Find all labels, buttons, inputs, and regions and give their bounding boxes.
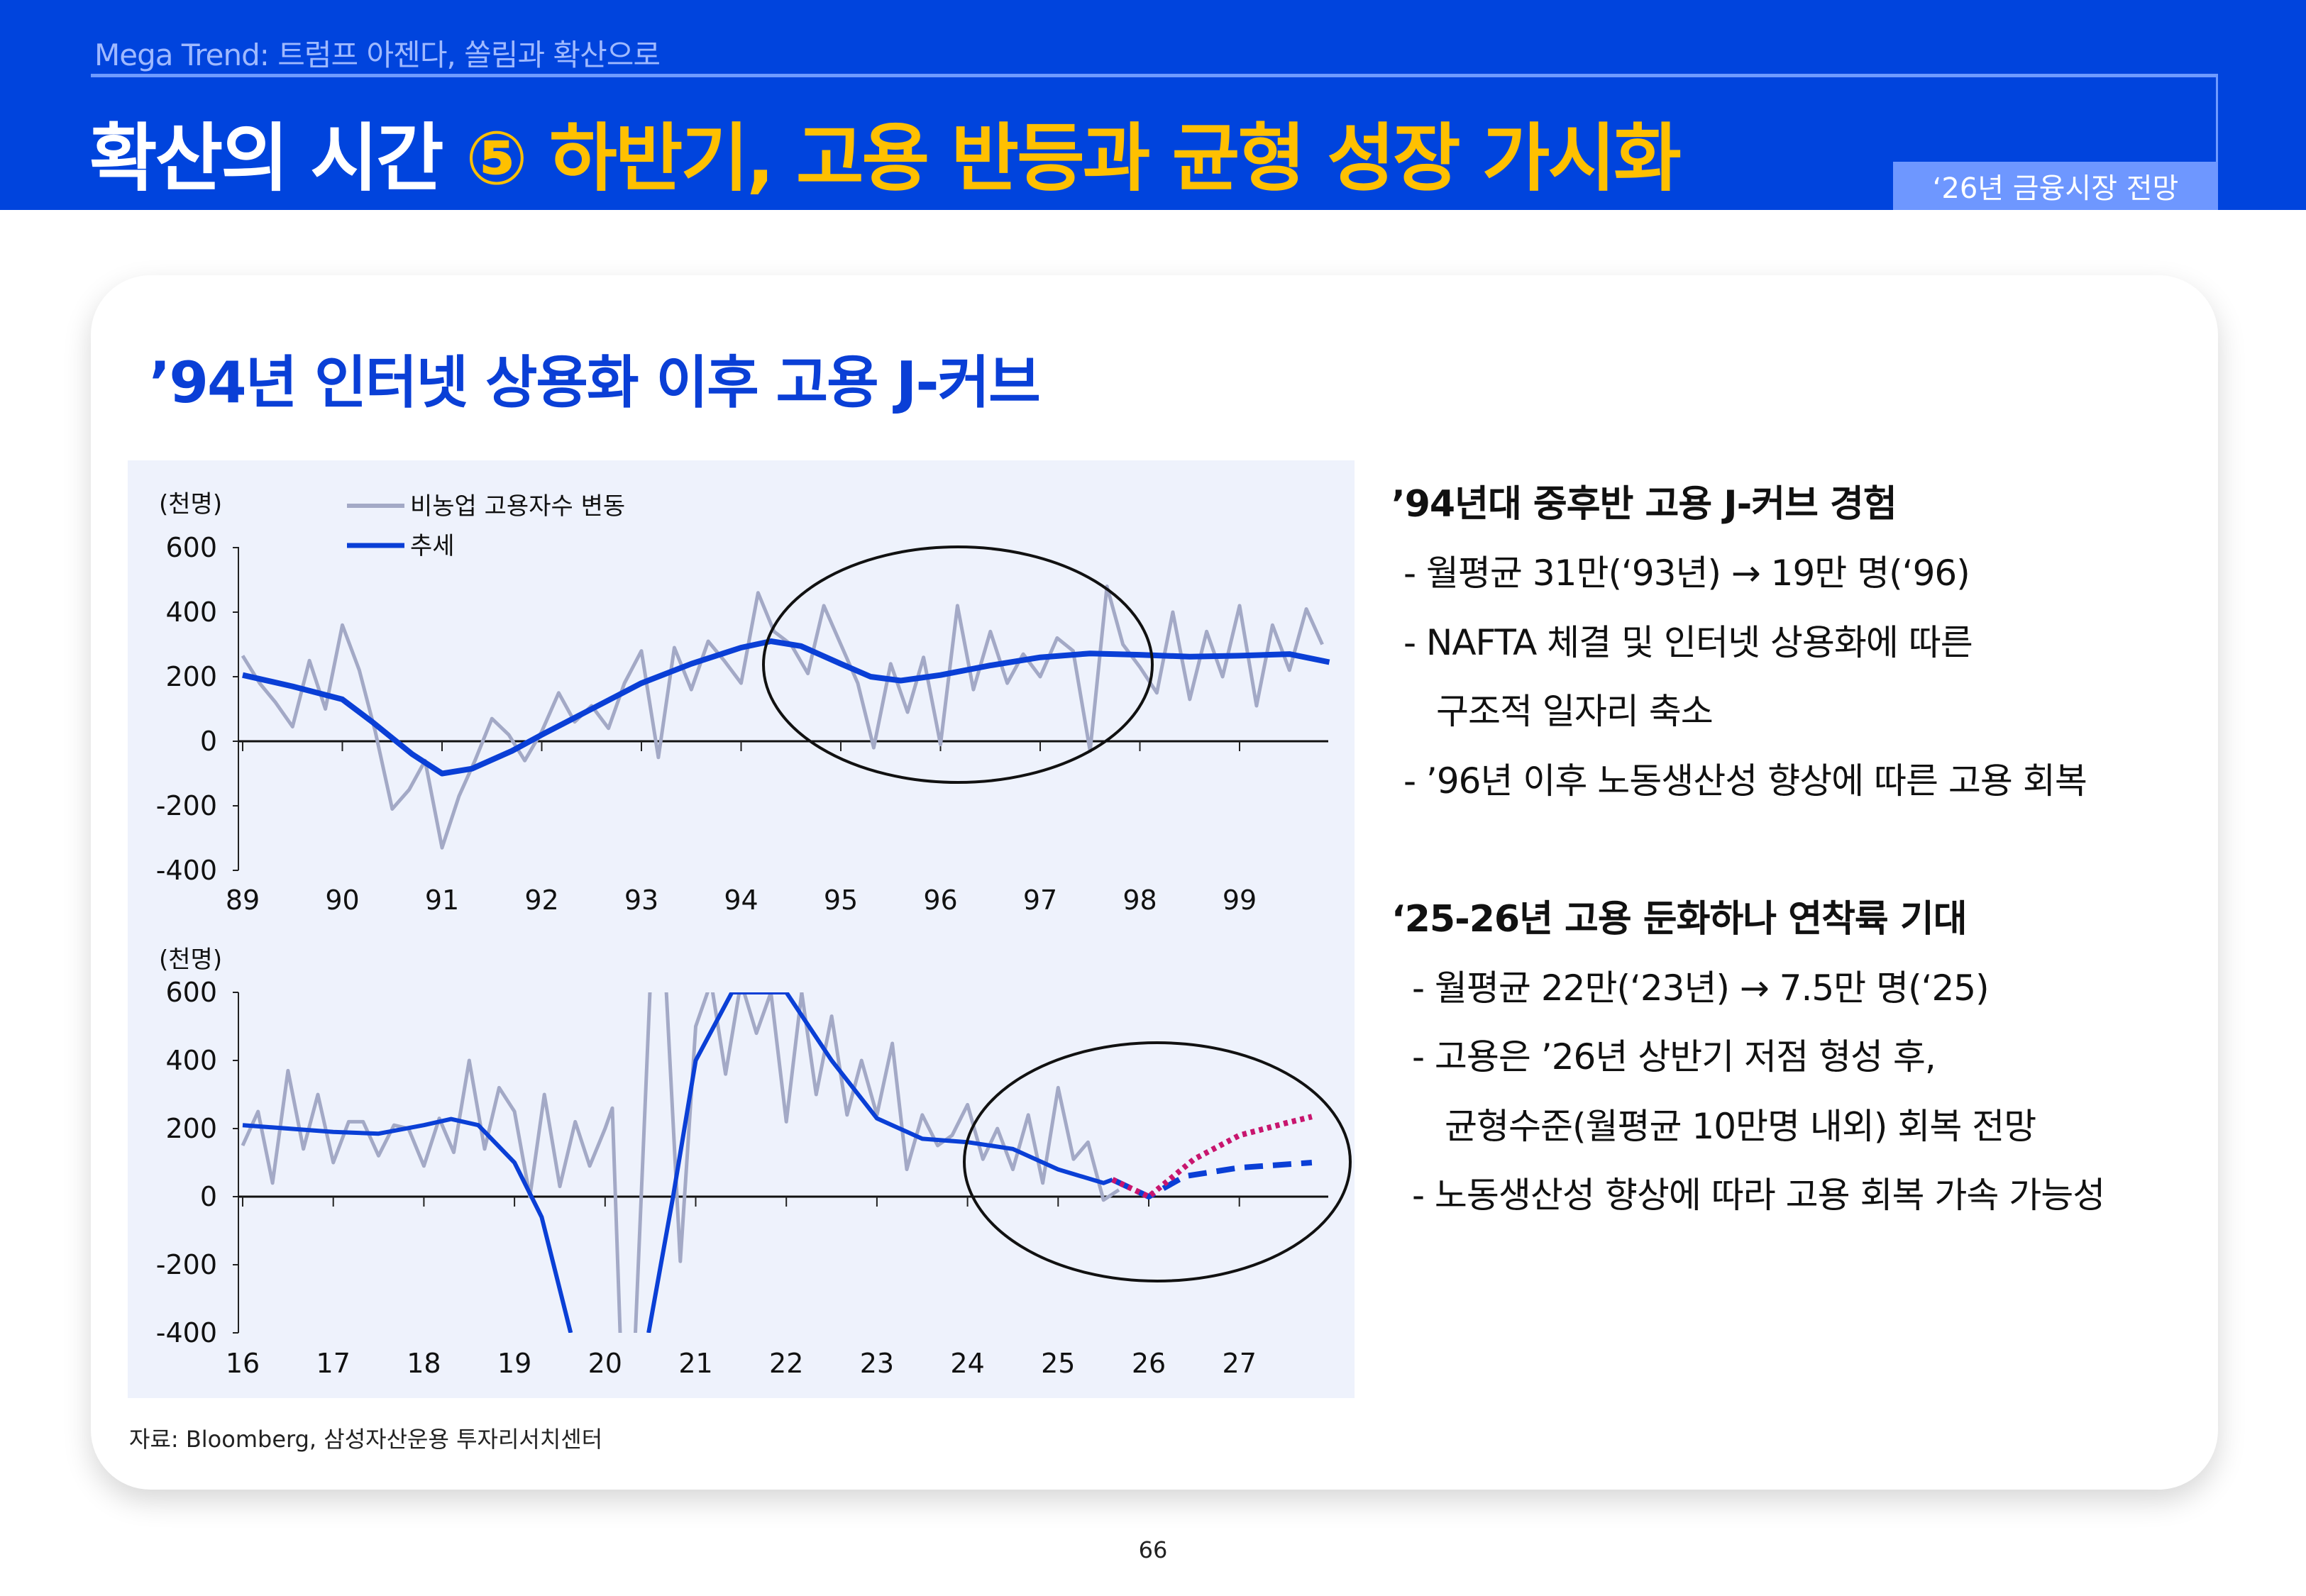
x-tick-label: 94 [724,885,758,916]
y-tick-label: 0 [200,726,217,757]
series-group [241,992,1313,1333]
y-unit-label: (천명) [159,490,222,519]
header-divider-vertical [2216,74,2218,165]
legend-label-raw: 비농업 고용자수 변동 [410,492,625,521]
chart-panel [128,460,1355,1398]
report-badge: ‘26년 금융시장 전망 [1893,162,2218,210]
series-group [241,584,1330,850]
x-tick-label: 89 [226,885,260,916]
source-note: 자료: Bloomberg, 삼성자산운용 투자리서치센터 [129,1426,603,1453]
x-tick-label: 93 [624,885,658,916]
series-forecast-dashed [1111,1160,1313,1199]
page-number: 66 [1138,1536,1168,1563]
y-tick-label: 200 [165,661,217,692]
y-tick-label: 600 [165,977,217,1008]
x-tick-label: 16 [226,1348,260,1379]
series-trend-line [242,992,1113,1333]
legend-label-trend: 추세 [410,532,455,560]
chart-1990s: (천명) 600 400 200 0 -200 -400 89 90 91 92 93 94 95 96 97… [156,490,1330,916]
page-title-main: 확산의 시간 [89,115,444,201]
y-tick-label: -400 [156,855,217,886]
y-tick-label: 0 [200,1181,217,1212]
y-tick-label: 600 [165,532,217,563]
card-title: ’94년 인터넷 상용화 이후 고용 J-커브 [149,350,1041,416]
y-unit-label: (천명) [159,946,222,974]
x-tick-label: 21 [678,1348,712,1379]
x-tick-label: 27 [1223,1348,1257,1379]
section2-bullet: - 노동생산성 향상에 따라 고용 회복 가속 가능성 [1412,1175,2105,1216]
section2-heading: ‘25-26년 고용 둔화하나 연착륙 기대 [1391,898,1968,941]
section1-bullet: - 월평균 31만(‘93년) → 19만 명(‘96) [1403,553,1970,594]
y-tick-label: 400 [165,1045,217,1076]
chart-2020s: (천명) 600 400 200 0 -200 -400 16 17 18 19 20 21 22 23 24… [156,946,1352,1379]
y-tick-label: -200 [156,1249,217,1280]
x-tick-label: 20 [588,1348,622,1379]
highlight-ellipse [762,545,1154,784]
section1-bullet: - ’96년 이후 노동생산성 향상에 따른 고용 회복 [1403,760,2087,802]
section2-bullet: - 고용은 ’26년 상반기 저점 형성 후, [1412,1036,1936,1077]
section2-bullet: - 월평균 22만(‘23년) → 7.5만 명(‘25) [1412,968,1990,1009]
x-tick-label: 23 [860,1348,894,1379]
series-raw-line [241,584,1324,850]
y-tick-label: 400 [165,597,217,628]
highlight-ellipse [963,1041,1352,1282]
series-forecast-dotted [1111,1114,1313,1199]
x-tick-label: 97 [1023,885,1057,916]
x-tick-label: 26 [1132,1348,1166,1379]
header-divider [91,74,2218,77]
y-tick-label: -200 [156,790,217,821]
x-tick-label: 95 [824,885,858,916]
section1-bullet-cont: 구조적 일자리 축소 [1436,691,1714,732]
x-tick-label: 99 [1223,885,1257,916]
section1-heading: ’94년대 중후반 고용 J-커브 경험 [1391,483,1897,526]
x-tick-label: 17 [316,1348,351,1379]
x-tick-label: 96 [923,885,957,916]
series-trend-line [242,638,1330,777]
x-tick-label: 18 [407,1348,441,1379]
x-tick-label: 91 [425,885,459,916]
x-tick-label: 19 [497,1348,531,1379]
page-title-accent: ⑤ 하반기, 고용 반등과 균형 성장 가시화 [465,115,1682,201]
section2-bullet-cont: 균형수준(월평균 10만명 내외) 회복 전망 [1445,1106,2036,1147]
x-tick-label: 25 [1041,1348,1075,1379]
x-tick-label: 24 [950,1348,984,1379]
x-tick-label: 90 [325,885,359,916]
y-tick-label: -400 [156,1317,217,1348]
kicker-text: Mega Trend: 트럼프 아젠다, 쏠림과 확산으로 [94,38,661,72]
x-tick-label: 92 [524,885,558,916]
x-tick-label: 22 [769,1348,803,1379]
section1-bullet: - NAFTA 체결 및 인터넷 상용화에 따른 [1403,622,1973,663]
y-tick-label: 200 [165,1113,217,1144]
x-tick-label: 98 [1122,885,1157,916]
page-title: 확산의 시간 ⑤ 하반기, 고용 반등과 균형 성장 가시화 [89,98,1682,205]
